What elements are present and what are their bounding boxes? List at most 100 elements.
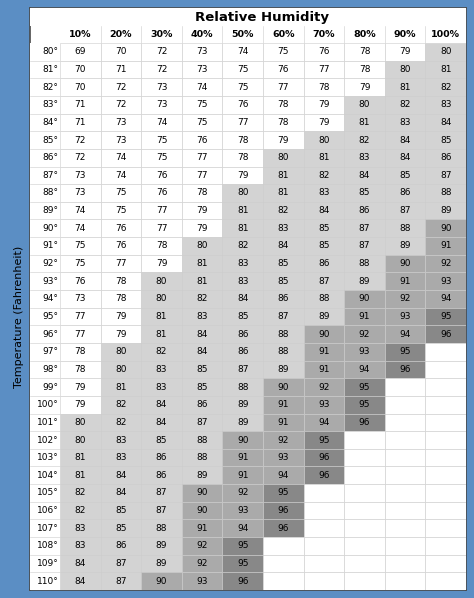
Bar (344, 414, 385, 431)
Bar (385, 466, 425, 484)
Text: 76: 76 (115, 242, 127, 251)
Text: 71: 71 (115, 65, 127, 74)
Bar (304, 466, 344, 484)
Bar (182, 343, 222, 361)
Text: 75: 75 (278, 47, 289, 56)
Bar (100, 414, 141, 431)
Bar (304, 237, 344, 255)
Text: 85: 85 (400, 171, 411, 180)
Text: 90°: 90° (43, 224, 58, 233)
Bar (425, 202, 466, 219)
Text: 83: 83 (400, 118, 411, 127)
Text: 94: 94 (318, 418, 329, 427)
Bar (304, 114, 344, 131)
Text: 84°: 84° (43, 118, 58, 127)
Text: 85: 85 (115, 506, 127, 515)
Bar (100, 361, 141, 379)
Bar (100, 396, 141, 414)
Text: 75: 75 (237, 83, 248, 91)
Text: 93: 93 (400, 312, 411, 321)
Text: 10%: 10% (69, 30, 91, 39)
Text: 82°: 82° (43, 83, 58, 91)
Bar (222, 43, 263, 60)
Text: 79: 79 (237, 171, 248, 180)
Text: 96°: 96° (43, 329, 58, 338)
Bar (141, 555, 182, 572)
Text: Temperature (Fahrenheit): Temperature (Fahrenheit) (14, 245, 24, 388)
Text: 75: 75 (115, 206, 127, 215)
Bar (182, 466, 222, 484)
Bar (385, 449, 425, 466)
Text: 77: 77 (237, 118, 248, 127)
Text: 82: 82 (237, 242, 248, 251)
Bar (425, 520, 466, 537)
Text: 89: 89 (318, 312, 329, 321)
Bar (60, 308, 100, 325)
Bar (385, 219, 425, 237)
Text: 91: 91 (278, 400, 289, 409)
Bar (60, 537, 100, 555)
Text: 78: 78 (237, 136, 248, 145)
Text: 89: 89 (196, 471, 208, 480)
Bar (425, 502, 466, 520)
Bar (263, 184, 304, 202)
Text: 93: 93 (318, 400, 329, 409)
Text: 78: 78 (237, 153, 248, 162)
Text: 96: 96 (237, 576, 248, 585)
Text: 91: 91 (400, 277, 411, 286)
Text: 83: 83 (278, 224, 289, 233)
Text: 92°: 92° (43, 259, 58, 268)
Text: 86: 86 (115, 541, 127, 550)
Text: 83: 83 (237, 259, 248, 268)
Text: 86: 86 (237, 347, 248, 356)
Bar (425, 484, 466, 502)
Text: 93: 93 (440, 277, 451, 286)
Bar (222, 255, 263, 272)
Bar (304, 60, 344, 78)
Text: 94°: 94° (43, 294, 58, 303)
Bar (222, 572, 263, 590)
Text: 89: 89 (440, 206, 451, 215)
Bar (304, 572, 344, 590)
Bar (304, 520, 344, 537)
Text: 79: 79 (196, 206, 208, 215)
Bar (141, 396, 182, 414)
Bar (385, 484, 425, 502)
Bar (222, 396, 263, 414)
Text: 83: 83 (359, 153, 370, 162)
Text: 90: 90 (237, 435, 248, 444)
Bar (100, 502, 141, 520)
Text: 86: 86 (400, 188, 411, 197)
Text: 96: 96 (440, 329, 451, 338)
Text: 81: 81 (115, 383, 127, 392)
Bar (100, 572, 141, 590)
Bar (141, 572, 182, 590)
Bar (385, 60, 425, 78)
Text: 73: 73 (196, 65, 208, 74)
Text: 73: 73 (156, 83, 167, 91)
Text: 82: 82 (196, 294, 208, 303)
Text: 99°: 99° (43, 383, 58, 392)
Bar (344, 96, 385, 114)
Text: 88: 88 (196, 435, 208, 444)
Bar (60, 520, 100, 537)
Text: 71: 71 (74, 118, 86, 127)
Text: 91: 91 (237, 453, 248, 462)
Bar (385, 166, 425, 184)
Text: 77: 77 (318, 65, 329, 74)
Text: 73: 73 (196, 47, 208, 56)
Text: 92: 92 (359, 329, 370, 338)
Bar (60, 343, 100, 361)
Bar (182, 219, 222, 237)
Text: 91: 91 (318, 347, 329, 356)
Bar (182, 237, 222, 255)
Text: 77: 77 (115, 259, 127, 268)
Bar (304, 96, 344, 114)
Bar (263, 502, 304, 520)
Bar (182, 361, 222, 379)
Text: 80: 80 (156, 277, 167, 286)
Text: 76: 76 (237, 100, 248, 109)
Bar (182, 166, 222, 184)
Text: 87: 87 (156, 506, 167, 515)
Text: 80: 80 (359, 100, 370, 109)
